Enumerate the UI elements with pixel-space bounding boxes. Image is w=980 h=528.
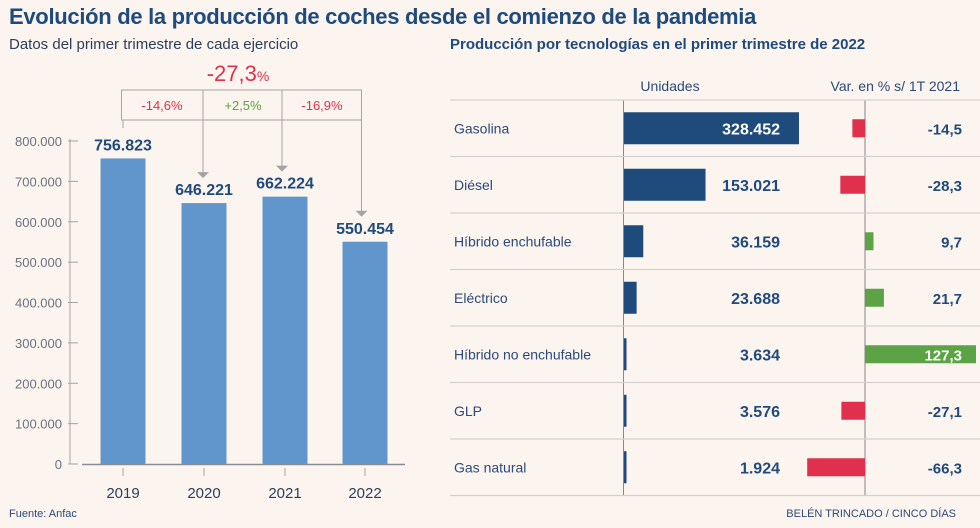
arrow-down-icon bbox=[276, 165, 288, 172]
units-value-label: 23.688 bbox=[731, 291, 780, 308]
arrow-down-icon bbox=[197, 172, 209, 179]
table-row: GLP 3.576 -27,1 bbox=[454, 394, 962, 427]
units-bar bbox=[624, 112, 799, 145]
bar-value-label: 646.221 bbox=[175, 182, 233, 199]
y-tick-label: 100.000 bbox=[15, 417, 62, 432]
table-row: Gas natural 1.924 -66,3 bbox=[454, 451, 962, 484]
variation-bar bbox=[807, 458, 865, 477]
x-tick-label: 2021 bbox=[268, 485, 301, 502]
yearly-production-chart: 0 100.000 200.000 300.000 400.000 500.000 600.… bbox=[15, 61, 405, 502]
table-row: Híbrido no enchufable 3.634 127,3 bbox=[454, 338, 976, 371]
units-bar bbox=[624, 225, 644, 258]
change-label: -16,9% bbox=[301, 98, 343, 113]
y-tick-label: 600.000 bbox=[15, 215, 62, 230]
column-header-variation: Var. en % s/ 1T 2021 bbox=[831, 78, 961, 94]
y-tick-label: 0 bbox=[55, 457, 62, 472]
right-chart-title: Producción por tecnologías en el primer … bbox=[450, 36, 866, 53]
units-value-label: 328.452 bbox=[722, 121, 780, 138]
bar-2021 bbox=[262, 196, 308, 464]
variation-bar bbox=[852, 119, 865, 138]
units-value-label: 3.634 bbox=[740, 347, 780, 364]
variation-bar bbox=[841, 401, 865, 420]
table-row: Diésel 153.021 -28,3 bbox=[454, 168, 962, 201]
units-bar bbox=[624, 338, 627, 371]
bar-2022 bbox=[342, 241, 388, 464]
table-row: Híbrido enchufable 36.159 9,7 bbox=[454, 225, 962, 258]
category-label: Híbrido enchufable bbox=[454, 233, 572, 249]
category-label: Gas natural bbox=[454, 459, 526, 475]
units-value-label: 36.159 bbox=[731, 234, 780, 251]
category-label: Híbrido no enchufable bbox=[454, 346, 591, 362]
y-tick-label: 200.000 bbox=[15, 376, 62, 391]
technology-production-table: Unidades Var. en % s/ 1T 2021 Gasolina 328.… bbox=[450, 78, 980, 497]
y-tick-label: 400.000 bbox=[15, 296, 62, 311]
y-axis: 0 100.000 200.000 300.000 400.000 500.000 600.… bbox=[15, 134, 405, 502]
y-tick-label: 500.000 bbox=[15, 255, 62, 270]
y-tick-label: 300.000 bbox=[15, 336, 62, 351]
x-tick-label: 2020 bbox=[187, 485, 220, 502]
category-label: Gasolina bbox=[454, 120, 509, 136]
bar-value-label: 550.454 bbox=[336, 221, 394, 238]
variation-bar bbox=[865, 232, 874, 251]
variation-bar bbox=[840, 175, 865, 194]
bars: 756.823 646.221 662.224 550.454 bbox=[94, 137, 394, 465]
bar-2020 bbox=[181, 203, 227, 465]
category-label: Diésel bbox=[454, 177, 493, 193]
source-note: Fuente: Anfac bbox=[9, 508, 77, 520]
y-tick-label: 700.000 bbox=[15, 174, 62, 189]
variation-value-label: 9,7 bbox=[941, 234, 962, 251]
table-row: Gasolina 328.452 -14,5 bbox=[454, 112, 962, 145]
category-label: GLP bbox=[454, 403, 482, 419]
variation-value-label: 21,7 bbox=[933, 291, 962, 308]
table-row: Eléctrico 23.688 21,7 bbox=[454, 281, 962, 314]
bar-value-label: 662.224 bbox=[256, 176, 314, 193]
credit-note: BELÉN TRINCADO / CINCO DÍAS bbox=[786, 508, 956, 520]
variation-value-label: -66,3 bbox=[928, 460, 962, 477]
total-change-label: -27,3% bbox=[207, 61, 270, 86]
arrow-down-icon bbox=[355, 210, 368, 217]
units-value-label: 3.576 bbox=[740, 404, 780, 421]
variation-value-label: 127,3 bbox=[924, 347, 962, 364]
y-tick-label: 800.000 bbox=[15, 134, 62, 149]
units-bar bbox=[624, 168, 706, 201]
x-tick-label: 2022 bbox=[348, 485, 381, 502]
bar-2019 bbox=[100, 158, 146, 464]
units-value-label: 153.021 bbox=[722, 178, 780, 195]
left-chart-subtitle: Datos del primer trimestre de cada ejerc… bbox=[9, 36, 299, 53]
variation-value-label: -14,5 bbox=[928, 121, 962, 138]
main-title: Evolución de la producción de coches des… bbox=[9, 4, 757, 29]
variation-bar bbox=[865, 345, 976, 364]
column-header-units: Unidades bbox=[640, 78, 699, 94]
variation-value-label: -27,1 bbox=[928, 404, 962, 421]
variation-value-label: -28,3 bbox=[928, 178, 962, 195]
bar-value-label: 756.823 bbox=[94, 137, 152, 154]
units-bar bbox=[624, 451, 627, 484]
units-bar bbox=[624, 394, 627, 427]
change-label: -14,6% bbox=[141, 98, 183, 113]
x-tick-label: 2019 bbox=[106, 485, 139, 502]
units-bar bbox=[624, 281, 637, 314]
units-value-label: 1.924 bbox=[740, 460, 780, 477]
category-label: Eléctrico bbox=[454, 290, 508, 306]
variation-bar bbox=[865, 288, 884, 307]
change-annotations: -27,3% -14,6% +2,5% -16,9% bbox=[121, 61, 368, 217]
change-label: +2,5% bbox=[224, 98, 262, 113]
